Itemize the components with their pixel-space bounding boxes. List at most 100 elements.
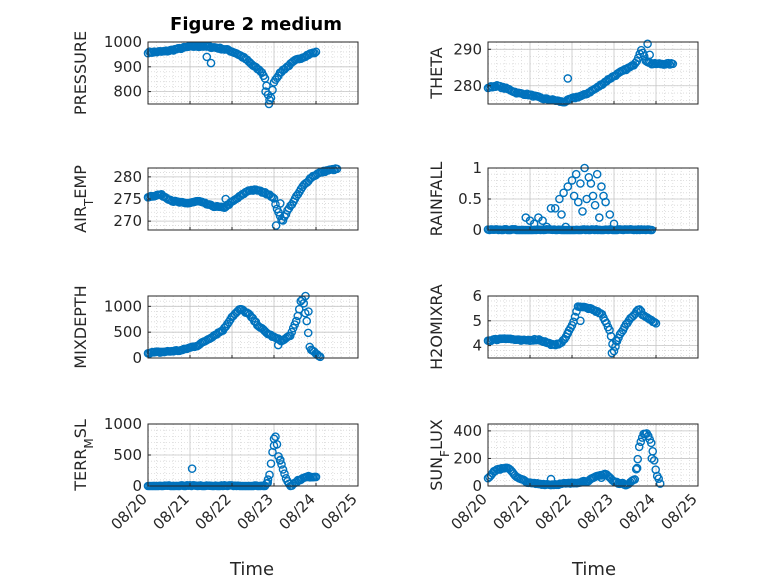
data-point [268,192,277,202]
data-point [574,197,583,207]
x-tick-label: 08/21 [150,490,193,533]
x-axis-label-right: Time [571,559,616,580]
data-point [611,336,621,345]
y-tick-label: 500 [113,323,142,341]
y-tick-label: 200 [453,449,482,467]
data-point [576,179,585,188]
x-tick-label: 08/25 [658,490,701,533]
y-tick-label: 280 [453,77,482,95]
data-point [275,335,285,345]
data-point [609,346,619,356]
data-point [294,304,304,314]
data-point [643,39,652,49]
data-point [663,58,673,68]
data-point [317,168,327,177]
y-axis-label: H2OMIXRA [427,284,446,370]
data-point [571,169,581,179]
subplot-air-temp: 270 275 280 AIRTEMP [71,164,359,233]
y-tick-label: 1000 [104,33,142,51]
y-tick-label: 4 [472,337,482,355]
data-point [269,194,279,203]
data-point [311,47,321,57]
subplot-terr-msl: 0 500 1000 TERRMSL 08/2008/2108/2208/2308/24… [71,415,361,533]
axes-box [487,41,699,105]
axes-box [147,41,359,105]
data-point [275,199,285,208]
data-point [287,327,297,337]
data-point [291,316,301,326]
subplot-pressure: 800 900 1000 PRESSURE [71,31,359,115]
data-point [303,328,313,338]
y-tick-label: 0 [472,221,482,239]
data-point [605,325,614,335]
data-point [646,438,656,448]
data-point [633,454,643,464]
data-point [271,221,281,230]
data-point [611,342,620,351]
data-point [559,188,568,198]
data-point [265,470,274,480]
data-point [668,59,678,69]
data-point [315,352,325,362]
data-point [569,191,579,201]
axes-box [147,295,359,359]
data-point [592,169,602,179]
data-point [221,194,230,204]
data-point [590,200,600,210]
y-tick-label: 800 [113,83,142,101]
data-point [310,48,319,58]
y-axis-label: PRESSURE [71,31,90,115]
data-point [265,95,274,105]
data-point [550,203,560,213]
data-point [595,213,604,222]
y-axis-label: MIXDEPTH [71,285,90,368]
x-tick-label: 08/21 [490,490,533,533]
data-point [649,456,659,465]
data-point [206,58,216,68]
data-point [647,454,657,463]
x-tick-label: 08/24 [276,490,319,533]
x-tick-label: 08/23 [234,490,277,533]
data-point [632,463,642,473]
data-point [633,53,643,63]
y-tick-label: 900 [113,58,142,76]
y-axis-label: RAINFALL [427,162,446,237]
data-point [634,442,644,452]
y-tick-label: 280 [113,168,142,186]
subplot-h2omixra: 4 5 6 H2OMIXRA [427,284,699,370]
data-point [567,176,577,185]
data-point [557,210,566,219]
data-point [602,318,611,328]
data-point [570,312,580,322]
subplot-sun-flux: 0 200 400SUNFLUX08/2008/2108/2208/2308/240… [427,419,701,533]
data-point [187,464,197,473]
data-point [582,194,592,204]
y-tick-label: 270 [113,212,142,230]
subplot-rainfall: 0 0.5 1 RAINFALL [427,159,699,239]
y-tick-label: 0 [132,349,142,367]
y-axis-label: THETA [427,47,446,99]
y-tick-label: 1000 [104,297,142,315]
data-point [266,459,276,468]
data-point [636,437,646,447]
data-point [605,210,615,219]
x-tick-label: 08/24 [616,490,659,533]
data-point [576,316,585,326]
data-point [311,472,321,482]
x-tick-label: 08/20 [448,490,491,533]
data-point [563,74,573,83]
data-point [262,81,271,91]
y-tick-label: 1000 [104,415,142,433]
x-axis-label-left: Time [229,559,274,580]
y-tick-label: 1 [472,159,482,177]
data-point [654,474,664,484]
x-tick-label: 08/22 [192,490,235,533]
y-tick-label: 6 [472,287,482,305]
y-tick-label: 0 [132,477,142,495]
subplot-mixdepth: 0 500 1000 MIXDEPTH [71,285,359,369]
data-point [332,164,342,174]
figure-title: Figure 2 medium [170,14,342,35]
data-point [538,216,547,225]
